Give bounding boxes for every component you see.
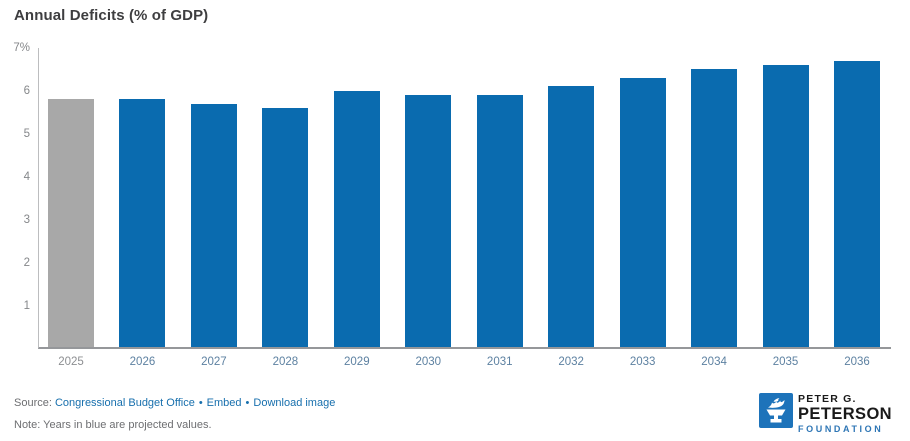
x-tick-label-2033: 2033 (629, 356, 656, 368)
logo-line-peter-g: PETER G. (798, 393, 857, 405)
x-tick-label-2027: 2027 (201, 356, 227, 368)
x-tick-label-2026: 2026 (129, 356, 156, 368)
bar-2032[interactable] (548, 86, 595, 347)
bar-2031[interactable] (476, 95, 523, 347)
logo-line-foundation: FOUNDATION (798, 424, 884, 434)
x-tick-label-2025: 2025 (58, 356, 84, 368)
bar-2034[interactable] (691, 69, 738, 347)
y-tick-label: 2 (23, 257, 30, 269)
bar-2029[interactable] (333, 90, 380, 347)
bar-2028[interactable] (262, 107, 309, 347)
download-image-link[interactable]: Download image (253, 397, 336, 409)
bar-2036[interactable] (833, 60, 880, 347)
chart-title: Annual Deficits (% of GDP) (14, 7, 209, 24)
y-tick-label: 6 (23, 85, 30, 97)
x-tick-label-2029: 2029 (344, 356, 370, 368)
bar-2033[interactable] (619, 77, 666, 347)
bars-container (39, 48, 891, 347)
plot-area (38, 48, 891, 349)
bar-2035[interactable] (762, 65, 809, 347)
torch-icon (759, 393, 794, 428)
x-tick-label-2035: 2035 (772, 356, 799, 368)
source-label: Source: (14, 397, 52, 409)
logo-line-peterson: PETERSON (798, 404, 892, 423)
bullet-separator: • (245, 397, 250, 409)
x-tick-label-2030: 2030 (415, 356, 442, 368)
source-line: Source: Congressional Budget Office • Embe… (14, 397, 335, 409)
logo-text: PETER G. PETERSON FOUNDATION (798, 393, 892, 434)
x-tick-label-2028: 2028 (272, 356, 299, 368)
y-tick-label: 5 (23, 128, 30, 140)
y-tick-label: 1 (23, 300, 30, 312)
x-axis-labels: 2025 2026 2027 2028 2029 2030 2031 2032 2033 2034… (39, 356, 891, 368)
y-axis-labels: 7% 6 5 4 3 2 1 (0, 42, 30, 349)
x-tick-label-2034: 2034 (701, 356, 727, 368)
bar-2027[interactable] (190, 103, 237, 347)
bullet-separator: • (198, 397, 203, 409)
x-tick-label-2031: 2031 (486, 356, 513, 368)
note-line: Note: Years in blue are projected values… (14, 419, 212, 431)
bar-2026[interactable] (119, 99, 166, 347)
source-link[interactable]: Congressional Budget Office (54, 397, 195, 409)
bar-2025[interactable] (48, 99, 94, 347)
peterson-foundation-logo: PETER G. PETERSON FOUNDATION (759, 393, 892, 434)
y-tick-label: 3 (23, 214, 30, 226)
x-tick-label-2032: 2032 (558, 356, 584, 368)
embed-link[interactable]: Embed (206, 397, 242, 409)
x-tick-label-2036: 2036 (844, 356, 870, 368)
y-tick-label: 4 (23, 171, 30, 183)
y-tick-label: 7% (13, 42, 30, 54)
bar-2030[interactable] (405, 95, 452, 347)
